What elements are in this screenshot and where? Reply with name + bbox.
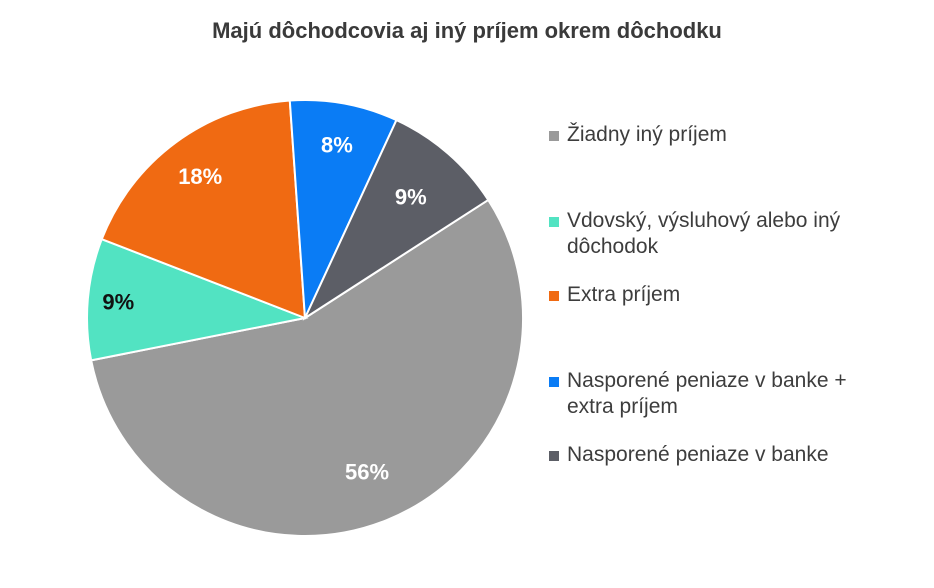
legend-swatch	[549, 291, 559, 301]
legend-label: Vdovský, výsluhový alebo iný dôchodok	[567, 209, 841, 258]
legend-label: Žiadny iný príjem	[567, 123, 727, 146]
slice-label: 9%	[102, 290, 134, 315]
legend-item: Extra príjem	[549, 282, 889, 308]
legend-item: Žiadny iný príjem	[549, 122, 889, 148]
slice-label: 18%	[178, 164, 222, 189]
legend-swatch	[549, 451, 559, 461]
legend-label: Nasporené peniaze v banke	[567, 443, 829, 466]
pie-slice	[100, 99, 307, 320]
legend-label: Extra príjem	[567, 283, 681, 306]
slice-label: 9%	[395, 184, 427, 209]
legend-item: Nasporené peniaze v banke	[549, 442, 889, 468]
legend-item: Nasporené peniaze v banke + extra príjem	[549, 368, 857, 420]
pie-slice	[86, 237, 309, 362]
legend-item: Vdovský, výsluhový alebo iný dôchodok	[549, 208, 857, 260]
legend-swatch	[549, 377, 559, 387]
pie-slice	[302, 118, 490, 321]
legend-swatch	[549, 131, 559, 141]
legend: Žiadny iný príjem Vdovský, výsluhový aleb…	[549, 122, 889, 468]
pie-slice	[288, 99, 398, 319]
slice-label: 56%	[345, 460, 389, 485]
legend-swatch	[549, 217, 559, 227]
chart-title: Majú dôchodcovia aj iný príjem okrem dôc…	[212, 18, 722, 43]
slice-label: 8%	[321, 132, 353, 157]
pie-slice	[89, 198, 524, 537]
legend-label: Nasporené peniaze v banke + extra príjem	[567, 369, 847, 418]
